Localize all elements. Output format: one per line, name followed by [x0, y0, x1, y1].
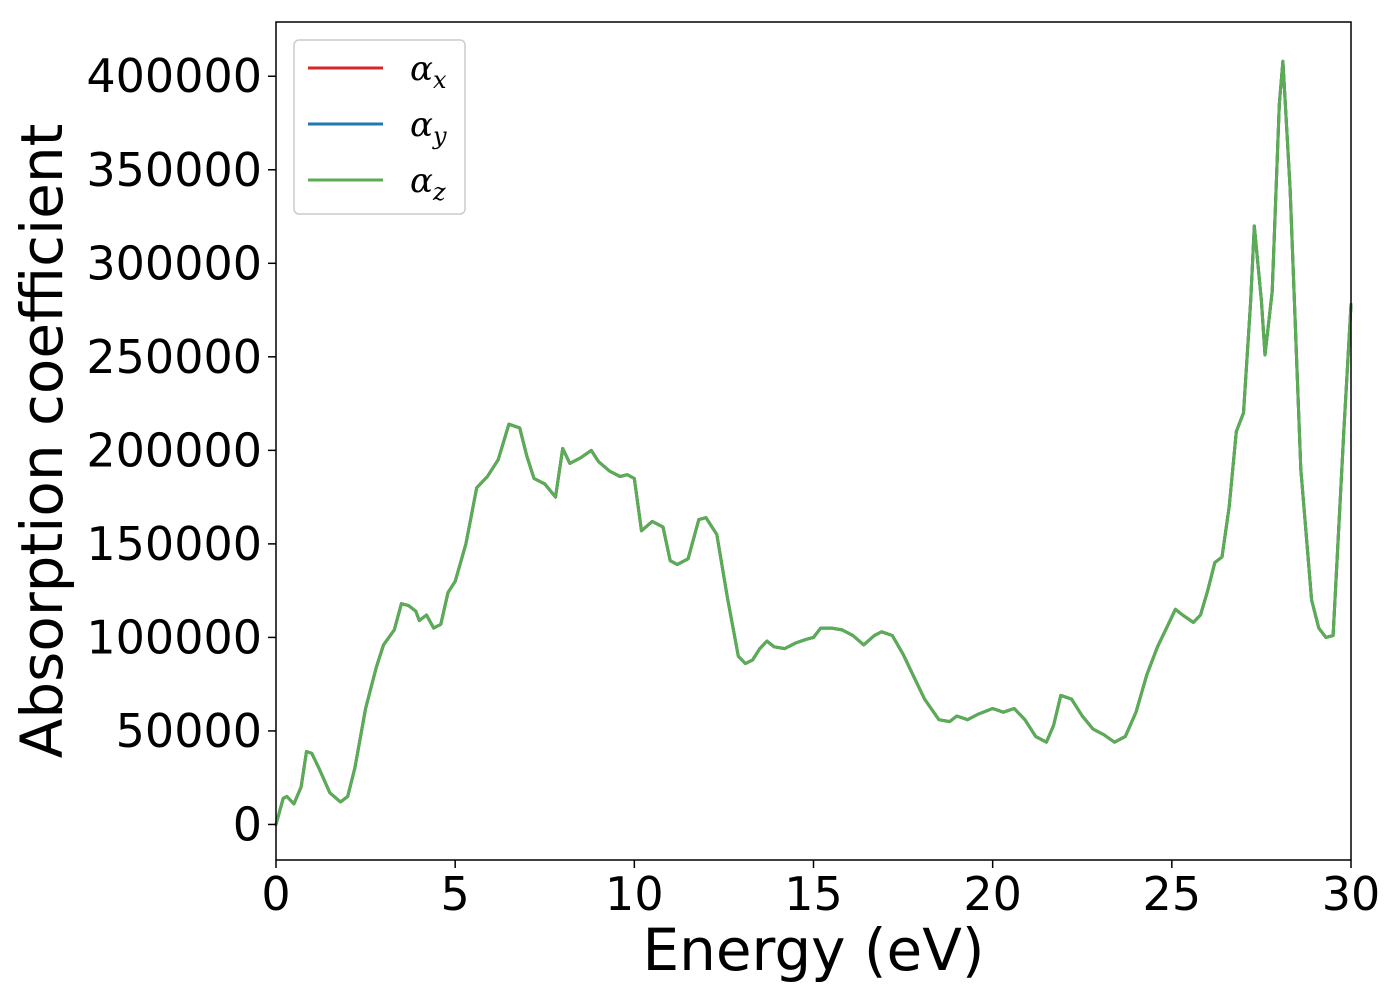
y-tick-label: 300000: [86, 236, 262, 290]
y-tick-label: 250000: [86, 330, 262, 384]
y-tick-label: 200000: [86, 423, 262, 477]
series-layer: [274, 59, 1353, 826]
y-axis-title: Absorption coefficient: [8, 124, 76, 759]
x-tick-label: 0: [261, 867, 290, 921]
x-tick-label: 30: [1322, 867, 1381, 921]
x-tick-label: 20: [963, 867, 1022, 921]
x-tick-label: 25: [1143, 867, 1202, 921]
legend-label-x: αx: [410, 49, 447, 94]
y-tick-label: 0: [233, 797, 262, 851]
y-tick-label: 100000: [86, 610, 262, 664]
legend-label-z: αz: [410, 161, 446, 206]
y-tick-label: 350000: [86, 143, 262, 197]
y-tick-label: 400000: [86, 49, 262, 103]
x-axis-title: Energy (eV): [642, 916, 984, 984]
ticks-layer: 0 5 10 15 20 25 30 0 50000 100000 150000 200000 2500…: [86, 49, 1380, 921]
x-tick-label: 10: [605, 867, 664, 921]
x-tick-label: 5: [441, 867, 470, 921]
legend-box: [293, 39, 466, 215]
legend: αx αy αz: [293, 39, 466, 215]
y-tick-label: 50000: [116, 704, 262, 758]
y-tick-label: 150000: [86, 517, 262, 571]
series-line-z: [274, 59, 1353, 826]
legend-label-y: αy: [410, 105, 447, 150]
x-tick-label: 15: [784, 867, 843, 921]
